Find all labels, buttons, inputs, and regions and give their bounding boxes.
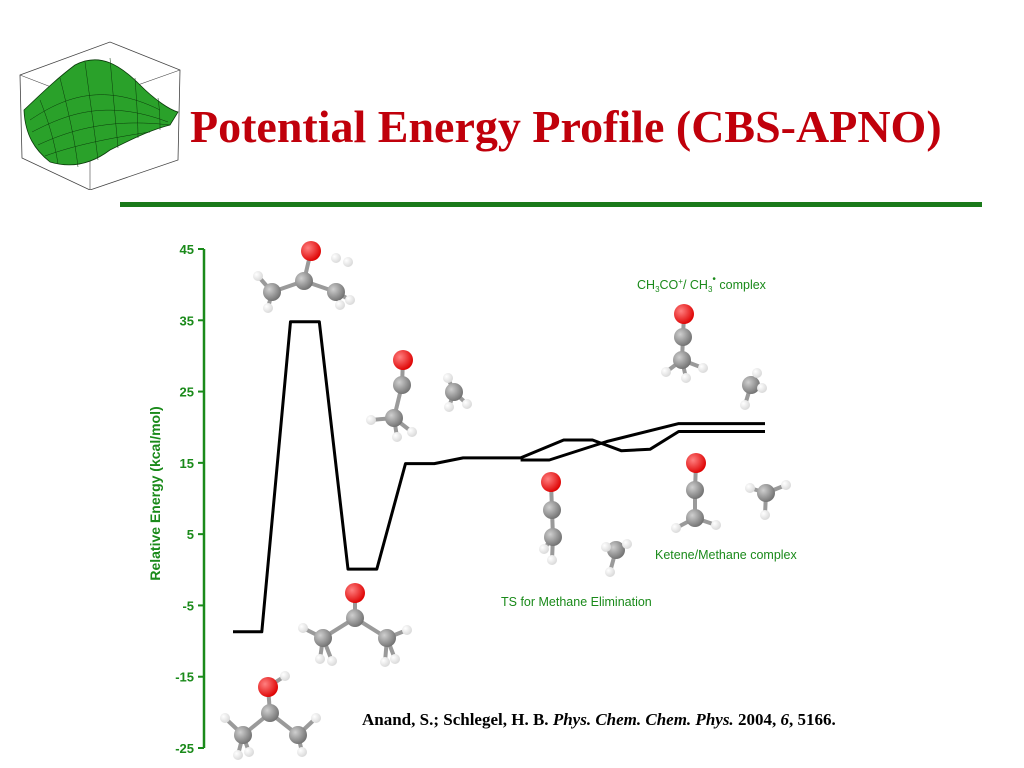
title-underline	[120, 202, 982, 207]
slide-title: Potential Energy Profile (CBS-APNO)	[190, 101, 942, 152]
citation-year: 2004,	[737, 710, 777, 729]
molecule-acetyl-methyl-1	[366, 350, 472, 442]
citation-journal: Phys. Chem. Chem. Phys.	[552, 710, 734, 729]
molecule-ts-top	[253, 241, 355, 313]
y-tick-label: -15	[175, 670, 194, 685]
y-tick-label: -25	[175, 741, 194, 756]
molecule-ketene-methane	[671, 453, 791, 533]
molecule-acetone	[298, 583, 412, 667]
y-axis-title: Relative Energy (kcal/mol)	[147, 406, 163, 580]
molecule-enol	[220, 671, 321, 760]
annot-part-plus: +	[678, 277, 683, 286]
potential-surface-icon	[19, 41, 181, 190]
molecule-images	[220, 241, 791, 760]
citation-volume: 6	[780, 710, 789, 729]
y-tick-label: -5	[182, 598, 194, 613]
y-tick-label: 5	[187, 527, 194, 542]
citation-authors: Anand, S.; Schlegel, H. B.	[362, 710, 549, 729]
annotation-ts-methane-elimination: TS for Methane Elimination	[501, 595, 652, 609]
y-tick-label: 45	[180, 242, 194, 257]
annotation-ketene-methane-complex: Ketene/Methane complex	[655, 548, 798, 562]
annot-part-slash-ch: / CH	[683, 278, 708, 292]
annot-part-complex: complex	[716, 278, 767, 292]
citation-pages: , 5166.	[788, 710, 836, 729]
annot-part-ch: CH	[637, 278, 655, 292]
annot-part-co: CO	[660, 278, 679, 292]
annot-part-sub3a: 3	[655, 285, 660, 294]
y-tick-label: 25	[180, 385, 194, 400]
y-tick-label: 35	[180, 313, 194, 328]
molecule-ts-elimination	[539, 472, 632, 577]
annot-part-sub3b: 3	[708, 285, 713, 294]
profile-lines	[233, 320, 765, 634]
molecule-acetyl-methyl-2	[661, 304, 767, 410]
annot-part-radical: •	[712, 274, 716, 285]
y-tick-label: 15	[180, 456, 194, 471]
profile-line-2	[520, 422, 765, 462]
profile-line-1	[233, 320, 765, 634]
y-axis-ticks: 45 35 25 15 5 -5 -15 -25	[175, 242, 204, 756]
annotation-acetyl-methyl-complex: CH3CO+/ CH3• complex	[637, 274, 767, 294]
citation: Anand, S.; Schlegel, H. B. Phys. Chem. C…	[362, 710, 836, 730]
